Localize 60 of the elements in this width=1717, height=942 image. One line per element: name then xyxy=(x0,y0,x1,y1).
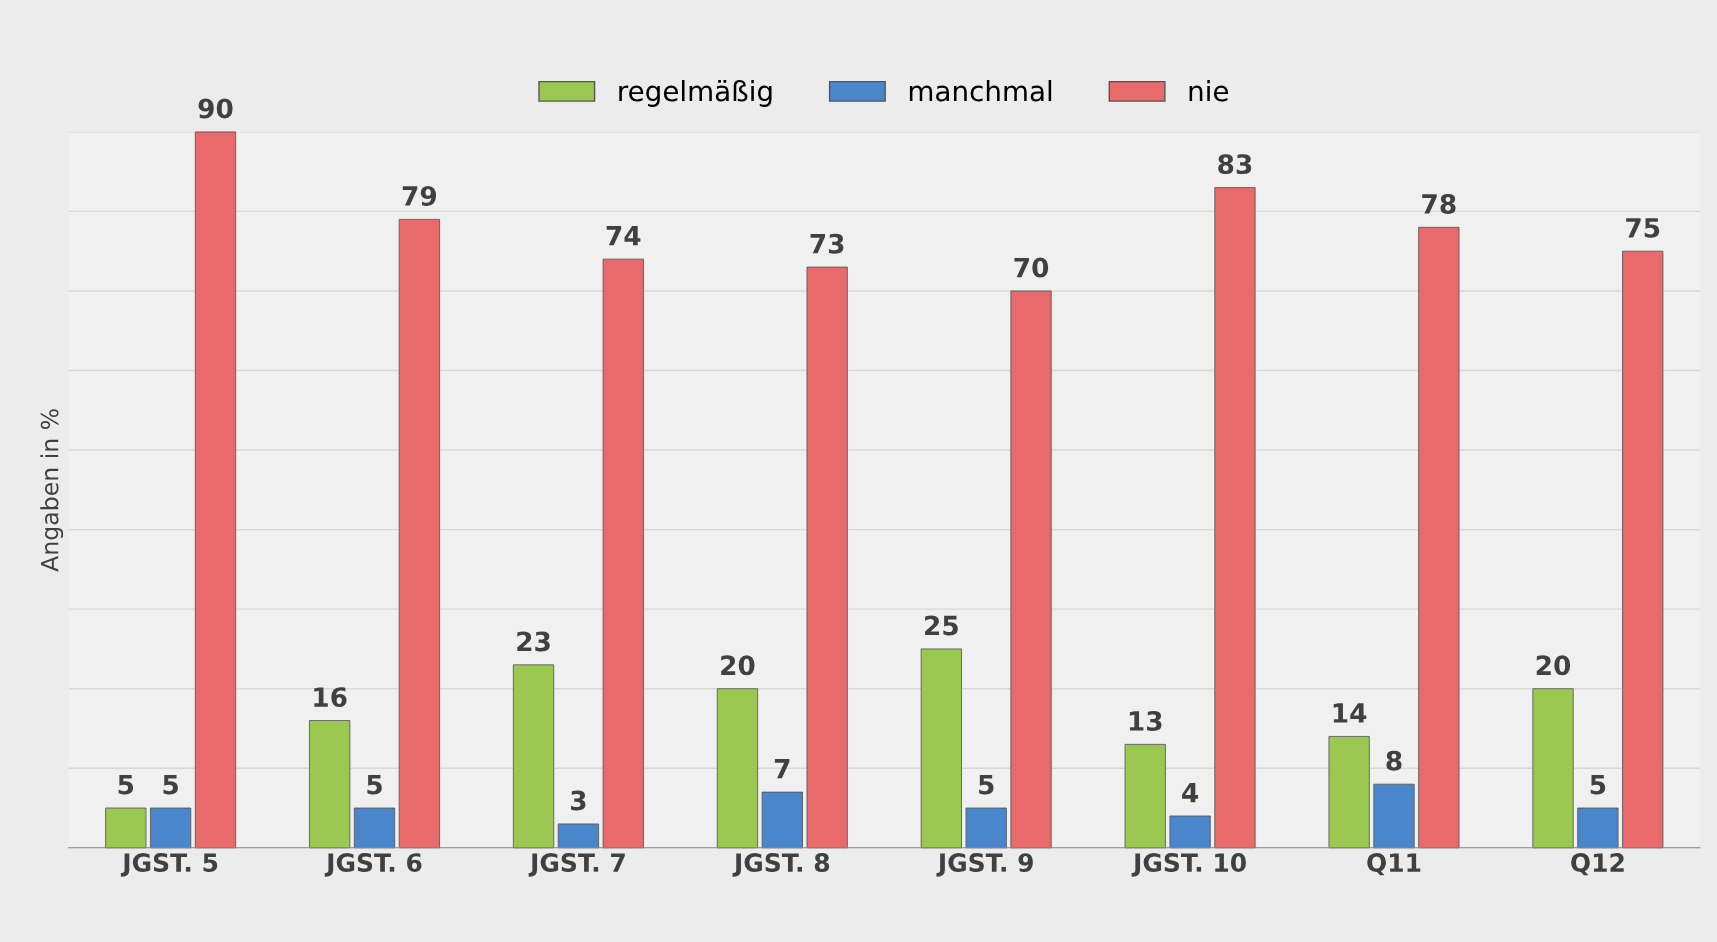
data-label: 75 xyxy=(1626,218,1660,238)
data-label: 73 xyxy=(810,233,844,254)
data-label: 25 xyxy=(925,615,958,636)
bar xyxy=(1169,815,1211,849)
data-label: 5 xyxy=(163,774,178,795)
data-label: 3 xyxy=(571,790,586,811)
data-label: 7 xyxy=(774,759,790,779)
bar xyxy=(920,648,962,849)
bar xyxy=(761,791,803,849)
data-label: 4 xyxy=(1182,782,1199,803)
data-label: 70 xyxy=(1014,257,1049,278)
bar xyxy=(1373,783,1415,849)
bar xyxy=(1577,807,1619,849)
bar xyxy=(716,688,759,849)
x-tick-label: Q11 xyxy=(1367,853,1421,876)
bar xyxy=(309,720,351,849)
data-label: 5 xyxy=(1590,774,1606,795)
data-label: 5 xyxy=(118,774,134,795)
bar xyxy=(105,807,147,849)
data-label: 74 xyxy=(606,226,641,246)
bar xyxy=(602,258,644,849)
bar xyxy=(1124,743,1166,849)
data-label: 16 xyxy=(314,687,347,708)
x-tick-label: JGST. 6 xyxy=(324,853,422,877)
legend-label: regelmäßig xyxy=(619,80,772,107)
bar xyxy=(1532,688,1574,849)
y-axis-title: Angaben in % xyxy=(40,409,64,572)
x-tick-label: JGST. 10 xyxy=(1131,853,1246,877)
bar xyxy=(557,823,600,849)
data-label: 14 xyxy=(1333,703,1367,723)
data-label: 13 xyxy=(1129,710,1162,731)
bar xyxy=(806,266,848,849)
x-tick-label: JGST. 7 xyxy=(528,853,625,877)
data-label: 23 xyxy=(517,631,550,652)
data-label: 5 xyxy=(979,774,994,795)
bar xyxy=(1010,290,1052,849)
x-tick-label: JGST. 9 xyxy=(936,853,1033,877)
x-tick-label: JGST. 8 xyxy=(732,853,830,877)
bar xyxy=(150,807,192,849)
data-label: 20 xyxy=(721,655,755,676)
data-label: 20 xyxy=(1536,655,1571,676)
bar xyxy=(1418,226,1460,849)
bar xyxy=(194,131,237,849)
data-label: 90 xyxy=(198,98,233,119)
bar xyxy=(398,218,440,849)
bar xyxy=(512,664,555,849)
data-label: 5 xyxy=(367,774,382,795)
data-label: 83 xyxy=(1218,154,1252,175)
x-tick-label: Q12 xyxy=(1571,853,1624,876)
x-tick-label: JGST. 5 xyxy=(120,853,218,877)
data-label: 78 xyxy=(1422,193,1456,214)
legend-label: nie xyxy=(1189,80,1229,102)
legend-label: manchmal xyxy=(909,80,1052,102)
bar xyxy=(1214,187,1256,849)
bar xyxy=(353,807,396,849)
bar xyxy=(965,807,1007,849)
data-label: 8 xyxy=(1386,750,1402,771)
data-label: 79 xyxy=(402,186,437,206)
bar xyxy=(1622,250,1664,849)
bar xyxy=(1328,736,1370,849)
